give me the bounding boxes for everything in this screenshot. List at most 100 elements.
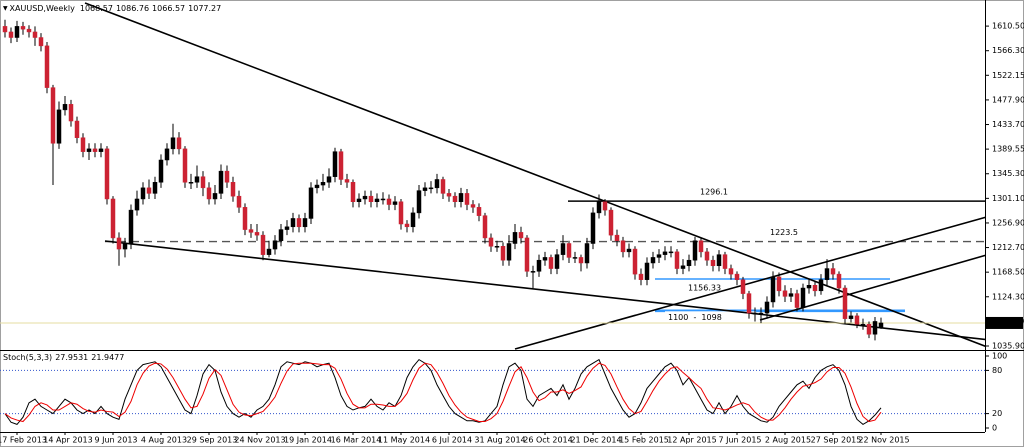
candle-body bbox=[746, 293, 752, 314]
x-tick-label: 19 Jan 2014 bbox=[284, 436, 332, 445]
annotation-label: 1156.33 bbox=[688, 283, 721, 292]
annotation-label: 1296.1 bbox=[700, 188, 728, 197]
candle-body bbox=[836, 273, 842, 289]
candle-body bbox=[278, 229, 284, 241]
candle-body bbox=[158, 159, 164, 183]
candle-body bbox=[506, 243, 512, 261]
x-tick-label: 14 Apr 2013 bbox=[43, 436, 92, 445]
stoch-title: Stoch(5,3,3) bbox=[3, 353, 52, 362]
x-tick-label: 9 Jun 2013 bbox=[94, 436, 137, 445]
candle-body bbox=[764, 301, 770, 314]
candle-body bbox=[452, 195, 458, 202]
candle-body bbox=[680, 265, 686, 269]
candle-body bbox=[326, 176, 332, 183]
y-tick-label: 0 bbox=[992, 424, 997, 433]
candle-body bbox=[854, 315, 860, 325]
candle-body bbox=[332, 151, 338, 177]
x-tick-label: 31 Aug 2014 bbox=[474, 436, 525, 445]
candle-body bbox=[356, 198, 362, 202]
candle-body bbox=[758, 312, 764, 315]
candle-body bbox=[440, 179, 446, 194]
candle-body bbox=[614, 234, 620, 241]
candle-body bbox=[812, 285, 818, 292]
candle-body bbox=[164, 148, 170, 161]
annotation-bg bbox=[697, 186, 739, 199]
candle-body bbox=[752, 312, 758, 315]
candle-body bbox=[92, 148, 98, 152]
candle-body bbox=[314, 184, 320, 189]
annotation-label: 1223.5 bbox=[770, 228, 798, 237]
candle-body bbox=[872, 321, 878, 335]
x-tick-label: 21 Dec 2014 bbox=[570, 436, 621, 445]
candle-body bbox=[512, 232, 518, 244]
candle-body bbox=[878, 322, 884, 329]
candle-body bbox=[272, 240, 278, 250]
candle-body bbox=[152, 182, 158, 194]
x-tick-label: 11 May 2014 bbox=[378, 436, 430, 445]
candle-body bbox=[560, 243, 566, 255]
price-tag bbox=[986, 316, 1023, 329]
candle-body bbox=[116, 237, 122, 250]
x-tick-label: 22 Nov 2015 bbox=[858, 436, 909, 445]
candle-body bbox=[536, 259, 542, 272]
candle-body bbox=[122, 243, 128, 250]
y-tick-label: 80 bbox=[992, 366, 1002, 375]
y-tick-label: 20 bbox=[992, 409, 1002, 418]
candle-body bbox=[320, 182, 326, 186]
candle-body bbox=[56, 109, 62, 144]
candle-body bbox=[374, 198, 380, 202]
stoch-header: Stoch(5,3,3) 27.9531 21.9477 bbox=[3, 353, 124, 362]
trendline bbox=[759, 254, 985, 321]
y-tick-label: 1256.90 bbox=[992, 218, 1024, 227]
x-tick-label: 4 Aug 2013 bbox=[141, 436, 187, 445]
candle-body bbox=[602, 201, 608, 211]
candle-body bbox=[74, 120, 80, 138]
candle-body bbox=[722, 254, 728, 269]
candle-body bbox=[770, 276, 776, 303]
candle-body bbox=[572, 257, 578, 259]
price-tag-label: 1077.27 bbox=[992, 318, 1024, 327]
candle-body bbox=[8, 31, 14, 38]
candle-body bbox=[794, 293, 800, 308]
candle-body bbox=[554, 254, 560, 269]
x-tick-label: 17 Feb 2013 bbox=[0, 436, 47, 445]
candle-body bbox=[470, 204, 476, 208]
candle-body bbox=[668, 251, 674, 254]
candle-body bbox=[590, 212, 596, 244]
candle-body bbox=[338, 151, 344, 180]
candle-body bbox=[206, 187, 212, 200]
candle-body bbox=[296, 218, 302, 228]
candle-body bbox=[494, 246, 500, 248]
y-tick-label: 1522.15 bbox=[992, 71, 1024, 80]
candle-body bbox=[500, 246, 506, 261]
candle-body bbox=[542, 257, 548, 261]
candle-body bbox=[434, 179, 440, 189]
candle-body bbox=[674, 251, 680, 269]
candle-body bbox=[104, 148, 110, 200]
candle-body bbox=[866, 323, 872, 335]
candle-body bbox=[626, 248, 632, 253]
low-value: 1066.57 bbox=[152, 4, 185, 13]
candle-body bbox=[800, 287, 806, 308]
candle-body bbox=[776, 276, 782, 292]
candle-body bbox=[176, 137, 182, 150]
candle-body bbox=[584, 243, 590, 264]
candle-body bbox=[86, 148, 92, 152]
candle-body bbox=[710, 259, 716, 267]
menu-arrow[interactable]: ▼ bbox=[3, 5, 10, 12]
candle-body bbox=[410, 212, 416, 228]
candle-body bbox=[656, 254, 662, 258]
candle-body bbox=[644, 262, 650, 280]
x-tick-label: 26 Oct 2014 bbox=[523, 436, 572, 445]
annotation-label: 1100 - 1098 bbox=[668, 313, 722, 322]
candle-body bbox=[548, 257, 554, 269]
candle-body bbox=[692, 240, 698, 261]
y-tick-label: 1035.90 bbox=[992, 341, 1024, 350]
y-tick-label: 1345.30 bbox=[992, 169, 1024, 178]
candle-body bbox=[404, 223, 410, 228]
candle-body bbox=[716, 254, 722, 267]
candle-body bbox=[146, 187, 152, 194]
candle-body bbox=[530, 271, 536, 273]
trendline bbox=[514, 216, 985, 350]
